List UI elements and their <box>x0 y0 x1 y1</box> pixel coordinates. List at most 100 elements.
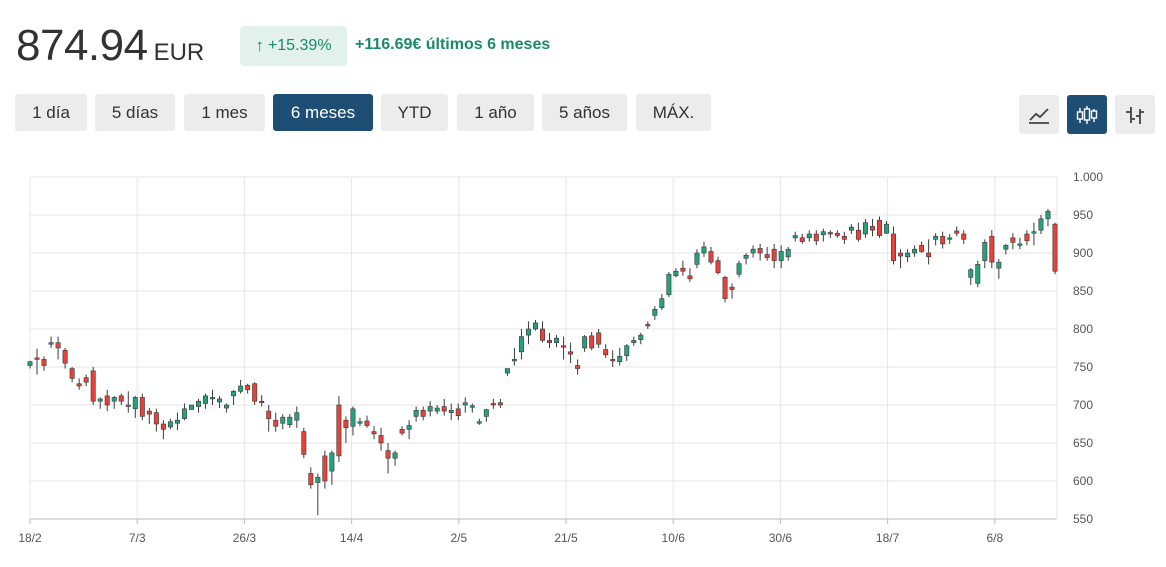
x-axis: 18/2 7/3 26/3 14/4 2/5 21/5 10/6 30/6 18/7 6/8 <box>18 519 1003 545</box>
arrow-up-icon: ↑ <box>255 36 264 55</box>
candle <box>961 230 967 244</box>
candle-body <box>666 273 672 296</box>
candle-body <box>125 404 131 407</box>
candle <box>841 231 847 244</box>
candle-body <box>294 412 300 421</box>
candle <box>455 403 461 421</box>
range-ytd-button[interactable]: YTD <box>381 94 448 131</box>
candle-body <box>181 408 187 419</box>
candlestick-chart-button[interactable] <box>1067 95 1107 134</box>
candle <box>224 403 230 413</box>
candle <box>336 395 342 462</box>
candle <box>827 230 833 238</box>
candle <box>160 420 166 440</box>
candle <box>188 404 194 410</box>
candle <box>125 391 131 413</box>
candle <box>666 272 672 298</box>
change-percent: +15.39% <box>267 37 332 54</box>
candle <box>280 414 286 430</box>
candle <box>848 224 854 234</box>
candle <box>820 228 826 242</box>
candle-body <box>694 252 700 265</box>
candle-body <box>680 267 686 272</box>
candle <box>434 405 440 415</box>
range-max-button[interactable]: MÁX. <box>636 94 711 131</box>
range-1m-button[interactable]: 1 mes <box>184 94 265 131</box>
candle-body <box>336 404 342 457</box>
candle-body <box>413 410 419 417</box>
x-tick-label: 7/3 <box>129 531 146 545</box>
line-chart-button[interactable] <box>1019 95 1059 134</box>
range-1d-button[interactable]: 1 día <box>15 94 87 131</box>
candle-body <box>547 340 552 343</box>
candle <box>778 245 784 269</box>
candle <box>174 412 180 431</box>
candle-body <box>343 419 349 429</box>
candle <box>525 321 531 345</box>
candle-body <box>982 242 988 261</box>
candle <box>118 393 124 405</box>
candle <box>975 260 981 288</box>
candle-body <box>687 275 693 280</box>
y-tick-label: 550 <box>1073 512 1093 526</box>
price-header: 874.94 EUR <box>16 22 204 70</box>
candle <box>231 389 237 405</box>
candle <box>799 234 805 244</box>
range-1y-button[interactable]: 1 año <box>457 94 534 131</box>
candle-body <box>905 252 911 258</box>
candle <box>1017 237 1023 250</box>
candle-body <box>315 476 321 483</box>
ohlc-chart-button[interactable] <box>1115 95 1155 134</box>
candle-body <box>589 335 595 349</box>
candle-body <box>631 340 637 343</box>
candle-body <box>111 397 117 402</box>
line-chart-icon <box>1029 107 1049 124</box>
candle-body <box>561 345 567 348</box>
last-price: 874.94 <box>16 21 148 70</box>
candle <box>343 416 349 443</box>
range-5d-button[interactable]: 5 días <box>95 94 175 131</box>
candle <box>547 332 552 348</box>
candle-body <box>62 349 68 364</box>
candle <box>582 335 588 352</box>
candle-body <box>48 342 54 345</box>
candle-body <box>55 342 61 349</box>
candle-body <box>652 308 658 316</box>
candle-body <box>785 248 791 258</box>
range-5y-button[interactable]: 5 años <box>542 94 627 131</box>
candle-body <box>266 410 272 419</box>
candle <box>989 230 995 269</box>
candle-body <box>673 270 679 277</box>
candle <box>392 450 398 466</box>
candle <box>694 249 700 269</box>
x-tick-label: 14/4 <box>340 531 364 545</box>
candle <box>638 332 644 345</box>
candle-body <box>701 246 707 254</box>
y-tick-label: 700 <box>1073 398 1093 412</box>
range-6m-button[interactable]: 6 meses <box>273 94 373 131</box>
candle-body <box>834 232 840 236</box>
candle-body <box>729 286 735 290</box>
candle <box>476 418 482 425</box>
candle-body <box>399 429 405 434</box>
candle-body <box>76 383 82 387</box>
x-tick-label: 2/5 <box>450 531 467 545</box>
candle <box>203 393 208 409</box>
candle-body <box>806 233 812 239</box>
candle-body <box>132 397 138 410</box>
candle-body <box>722 277 728 299</box>
candle <box>884 221 889 234</box>
candle <box>294 406 300 428</box>
y-tick-label: 800 <box>1073 322 1093 336</box>
candle-body <box>596 332 602 345</box>
candle-body <box>975 264 981 284</box>
candle <box>968 268 974 285</box>
change-percent-badge: ↑ +15.39% <box>240 26 347 66</box>
chart-grid <box>29 176 1058 520</box>
candle-body <box>174 419 180 424</box>
x-tick-label: 18/7 <box>876 531 900 545</box>
candle <box>34 348 40 375</box>
candle-body <box>617 356 623 362</box>
candle <box>217 395 223 409</box>
y-axis: 1.000 950 900 850 800 750 700 650 600 550 <box>1073 170 1103 526</box>
